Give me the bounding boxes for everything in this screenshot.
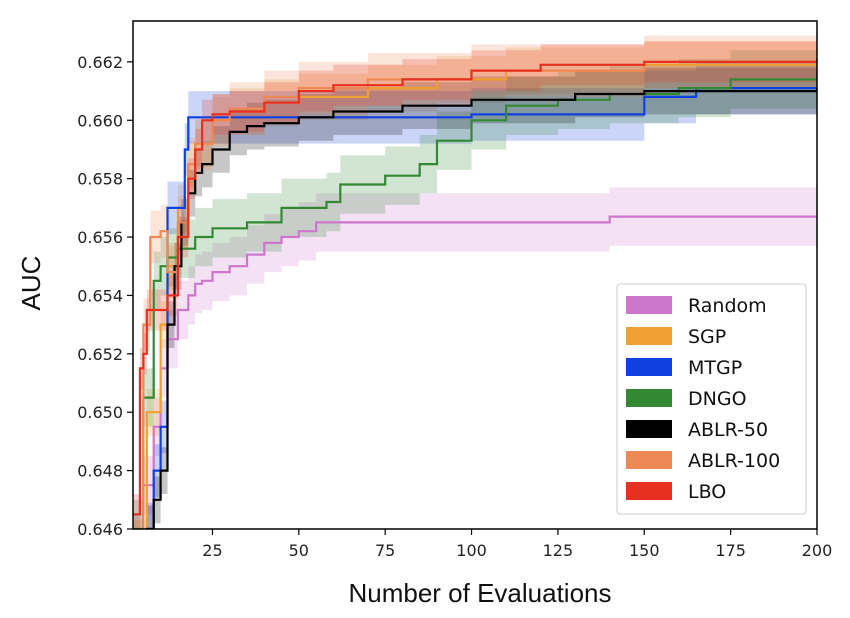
x-tick-label: 50: [289, 541, 309, 560]
legend-label-ablr-100: ABLR-100: [688, 450, 780, 472]
band-dngo: [133, 44, 817, 529]
legend-swatch-ablr-100: [626, 451, 672, 469]
legend-swatch-lbo: [626, 482, 672, 500]
y-axis-ticks: 0.646 0.648 0.650 0.652 0.654 0.656 0.658 0.660…: [77, 53, 133, 539]
x-axis-title: Number of Evaluations: [348, 578, 611, 608]
x-tick-label: 175: [715, 541, 746, 560]
legend-swatch-sgp: [626, 327, 672, 345]
y-tick-label: 0.656: [77, 228, 123, 247]
y-tick-label: 0.646: [77, 520, 123, 539]
legend-label-sgp: SGP: [688, 326, 726, 348]
x-tick-label: 200: [802, 541, 833, 560]
band-random: [133, 187, 817, 529]
x-tick-label: 125: [543, 541, 574, 560]
confidence-bands: [133, 32, 817, 529]
band-ablr-50: [146, 64, 817, 529]
legend-swatch-ablr-50: [626, 420, 672, 438]
band-ablr-100: [133, 32, 817, 529]
y-tick-label: 0.650: [77, 403, 123, 422]
x-tick-label: 25: [202, 541, 222, 560]
legend-label-ablr-50: ABLR-50: [688, 419, 768, 441]
y-tick-label: 0.652: [77, 345, 123, 364]
band-sgp: [133, 35, 817, 529]
y-tick-label: 0.662: [77, 53, 123, 72]
legend: Random SGP MTGP DNGO ABLR-50 ABLR-100 LBO: [616, 283, 807, 515]
legend-swatch-dngo: [626, 389, 672, 407]
band-mtgp: [146, 61, 817, 529]
x-tick-label: 100: [456, 541, 487, 560]
legend-swatch-random: [626, 296, 672, 314]
legend-label-random: Random: [688, 295, 767, 317]
y-tick-label: 0.658: [77, 170, 123, 189]
legend-swatch-mtgp: [626, 358, 672, 376]
plot-frame: [132, 20, 818, 530]
x-tick-label: 75: [375, 541, 395, 560]
series-lines: [133, 59, 817, 529]
legend-label-lbo: LBO: [688, 481, 726, 503]
y-tick-label: 0.660: [77, 111, 123, 130]
x-tick-label: 150: [629, 541, 660, 560]
x-axis-ticks: 25 50 75 100 125 150 175 200: [202, 529, 832, 560]
y-axis-title: AUC: [16, 256, 46, 311]
series-line-lbo: [133, 59, 817, 516]
legend-label-dngo: DNGO: [688, 388, 747, 410]
y-tick-label: 0.648: [77, 462, 123, 481]
series-line-ablr-50: [145, 88, 817, 529]
legend-label-mtgp: MTGP: [688, 357, 742, 379]
y-tick-label: 0.654: [77, 286, 123, 305]
series-line-mtgp: [145, 87, 817, 529]
